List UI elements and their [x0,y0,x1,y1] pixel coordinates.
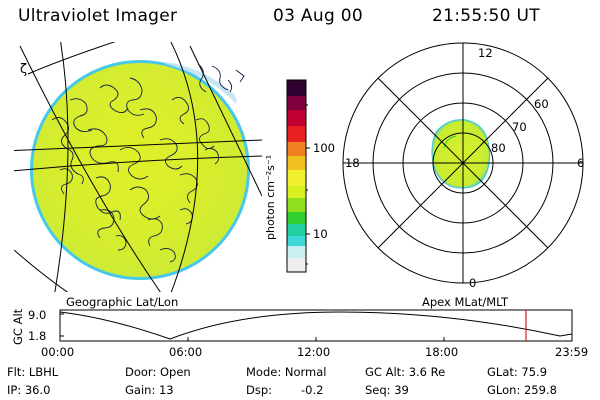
altitude-curve [59,311,573,340]
info-mode: Mode: Normal [246,365,327,379]
xtick-2359: 23:59 [555,345,589,359]
instrument-title: Ultraviolet Imager [18,6,178,26]
mlt-label-12: 12 [478,46,493,60]
xtick-0000: 00:00 [41,345,75,359]
xtick-1200: 12:00 [297,345,331,359]
colorbar-unit-label: photon cm⁻²s⁻¹ [264,154,277,240]
outside-coastlines [197,63,245,93]
info-ip: IP: 36.0 [7,383,51,397]
altitude-plot [59,309,573,342]
xtick-0600: 06:00 [169,345,203,359]
info-seq: Seq: 39 [365,383,409,397]
coastlines [51,77,220,263]
corner-mark: ζ [20,62,27,77]
lat-lon-grid [14,42,262,292]
observation-date: 03 Aug 00 [273,6,363,26]
colorbar-tick-100: 100 [313,141,335,155]
mlt-label-6: 6 [577,156,585,170]
info-gc-alt: GC Alt: 3.6 Re [365,365,446,379]
auroral-oval [431,119,491,189]
colorbar [286,79,310,273]
info-glat: GLat: 75.9 [487,365,548,379]
geographic-image [14,42,262,292]
info-glon: GLon: 259.8 [487,383,557,397]
lat-label-60: 60 [534,97,549,111]
info-gain: Gain: 13 [125,383,174,397]
info-dsp-value: -0.2 [301,383,324,397]
altitude-ylabel: GC Alt [11,308,25,345]
altitude-ytick-low: 1.8 [28,329,47,343]
info-door: Door: Open [125,365,191,379]
mlt-label-0: 0 [469,276,477,290]
observation-time: 21:55:50 UT [432,6,540,26]
colorbar-tick-10: 10 [313,227,328,241]
geographic-caption: Geographic Lat/Lon [66,295,179,309]
altitude-ytick-high: 9.0 [28,308,47,322]
info-filter: Flt: LBHL [7,365,59,379]
polar-plot [342,42,584,284]
earth-disk [33,63,247,277]
mlt-label-18: 18 [345,156,360,170]
info-dsp-label: Dsp: [246,383,273,397]
lat-label-80: 80 [491,141,506,155]
lat-label-70: 70 [512,120,527,134]
polar-caption: Apex MLat/MLT [422,295,509,309]
xtick-1800: 18:00 [425,345,459,359]
